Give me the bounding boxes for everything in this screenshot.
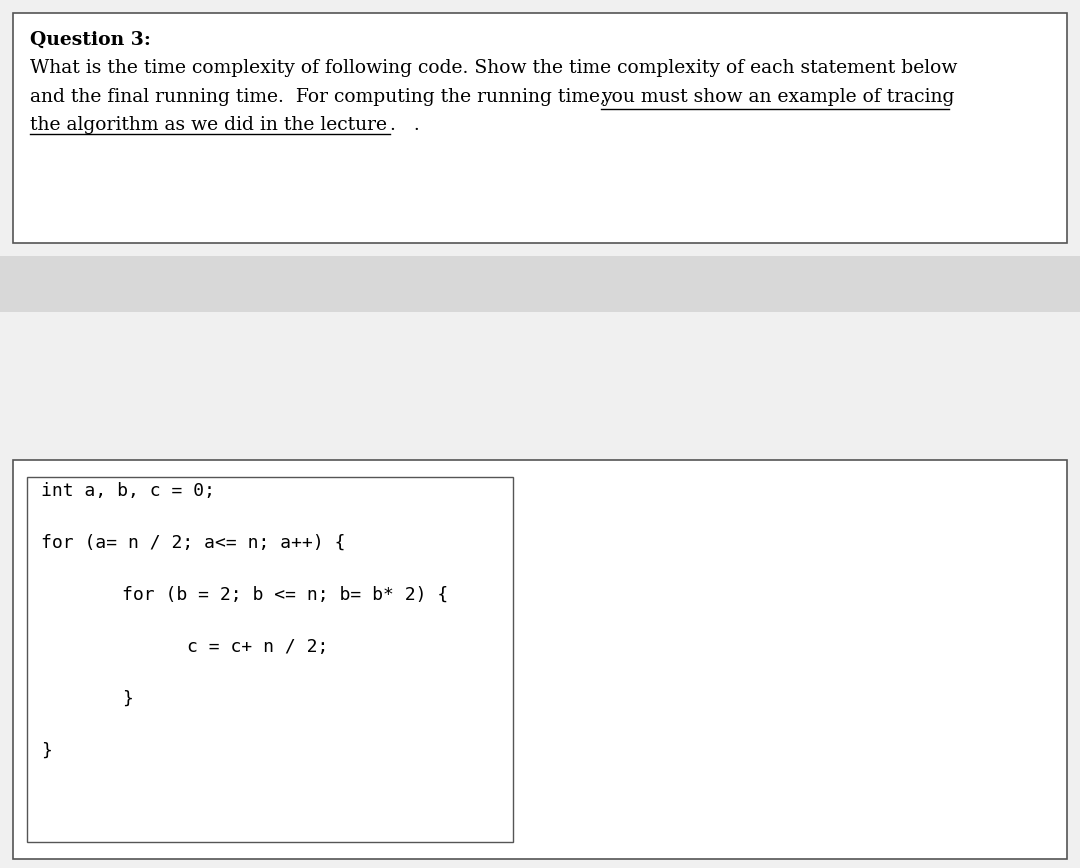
Text: you must show an example of tracing: you must show an example of tracing: [600, 88, 955, 106]
Text: .   .: . .: [390, 116, 420, 135]
Text: the algorithm as we did in the lecture: the algorithm as we did in the lecture: [30, 116, 388, 135]
Text: c = c+ n / 2;: c = c+ n / 2;: [187, 638, 328, 656]
Text: and the final running time.  For computing the running time,: and the final running time. For computin…: [30, 88, 612, 106]
FancyBboxPatch shape: [0, 256, 1080, 312]
Text: for (b = 2; b <= n; b= b* 2) {: for (b = 2; b <= n; b= b* 2) {: [122, 586, 448, 604]
Text: int a, b, c = 0;: int a, b, c = 0;: [41, 482, 215, 500]
Text: }: }: [122, 690, 133, 708]
FancyBboxPatch shape: [13, 460, 1067, 859]
Text: }: }: [41, 742, 52, 760]
FancyBboxPatch shape: [13, 13, 1067, 243]
Text: Question 3:: Question 3:: [30, 30, 151, 49]
Text: for (a= n / 2; a<= n; a++) {: for (a= n / 2; a<= n; a++) {: [41, 534, 346, 552]
FancyBboxPatch shape: [27, 477, 513, 842]
Text: What is the time complexity of following code. Show the time complexity of each : What is the time complexity of following…: [30, 59, 958, 77]
